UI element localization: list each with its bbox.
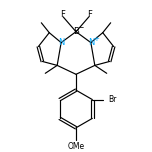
Text: F: F <box>87 10 92 19</box>
Text: OMe: OMe <box>67 142 85 151</box>
Text: F: F <box>60 10 65 19</box>
Text: Br: Br <box>108 95 116 104</box>
Text: B: B <box>73 27 79 36</box>
Text: N: N <box>58 38 64 47</box>
Text: N: N <box>88 38 94 47</box>
Text: +: + <box>93 36 99 42</box>
Text: −: − <box>77 23 84 32</box>
